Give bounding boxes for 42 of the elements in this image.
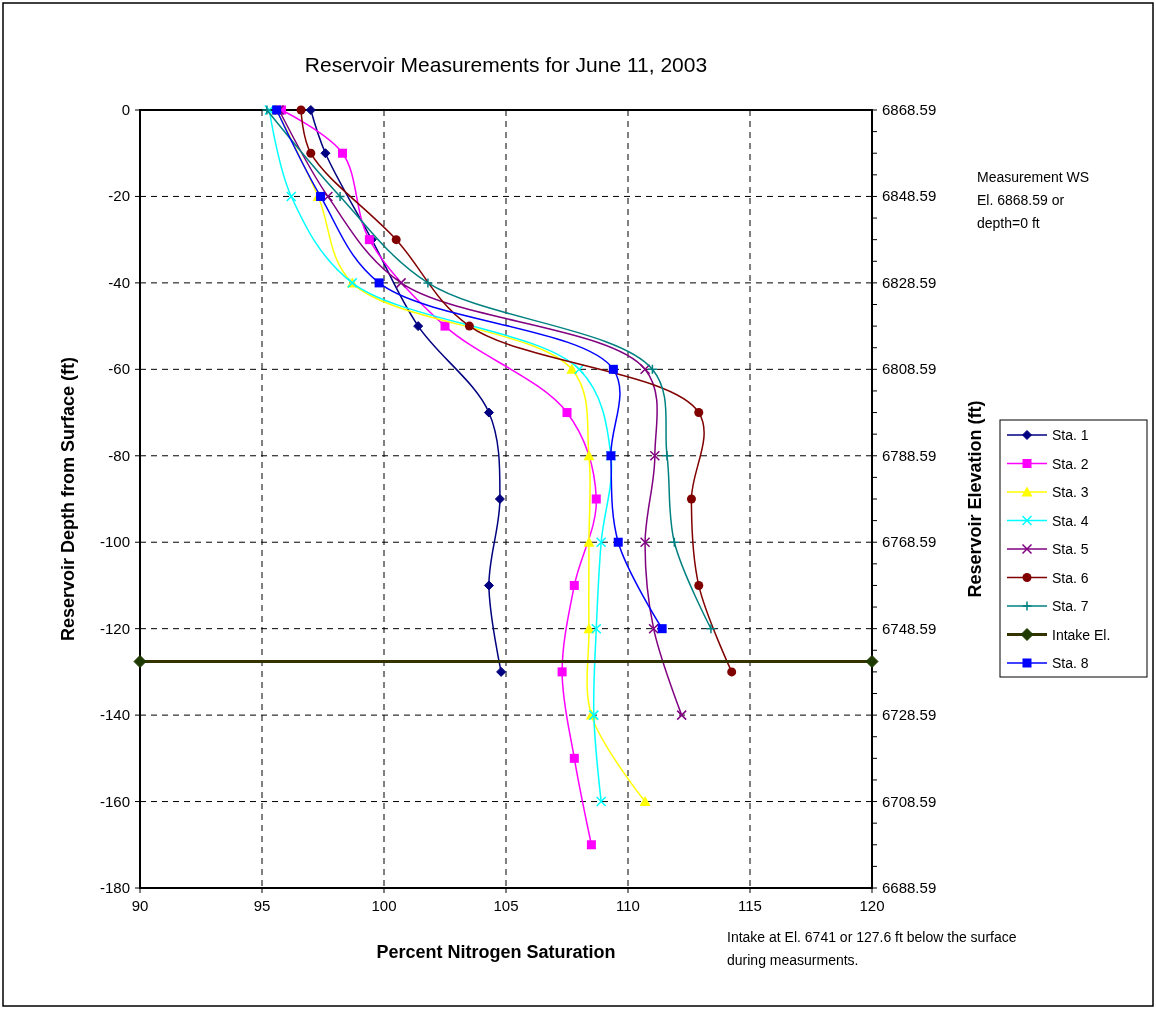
y2-tick-label: 6848.59 [882, 187, 937, 205]
legend-label: Sta. 1 [1052, 427, 1089, 443]
y-tick-label: -140 [99, 706, 130, 724]
text: Measurement WS El. 6868.59 or depth=0 ft [977, 169, 1090, 231]
x-tick-label: 120 [859, 897, 885, 914]
y2-tick-label: 6868.59 [882, 101, 937, 118]
y-tick-label: -40 [108, 273, 130, 291]
y2-tick-label: 6748.59 [882, 619, 937, 637]
y2-tick-label: 6828.59 [882, 273, 937, 291]
y2-axis-title: Reservoir Elevation (ft) [965, 400, 985, 598]
legend-label: Sta. 6 [1052, 569, 1089, 586]
y2-tick-label: 6788.59 [882, 446, 937, 464]
y2-tick-label: 6708.59 [882, 792, 937, 810]
y-tick-label: -60 [108, 360, 130, 378]
legend-label: Sta. 5 [1052, 541, 1089, 557]
y-tick-label: 0 [121, 101, 130, 118]
y2-tick-label: 6688.59 [882, 879, 937, 896]
y2-tick-label: 6728.59 [882, 706, 937, 724]
legend-label: Sta. 7 [1052, 598, 1089, 614]
x-tick-label: 105 [493, 897, 519, 914]
y-tick-label: -80 [108, 446, 130, 464]
y-tick-label: -180 [99, 879, 130, 896]
legend-label: Intake El. [1052, 626, 1111, 643]
y2-tick-label: 6808.59 [882, 360, 937, 378]
y-tick-label: -100 [99, 533, 130, 551]
x-tick-label: 95 [253, 897, 271, 914]
x-tick-label: 115 [738, 897, 762, 914]
chart-title: Reservoir Measurements for June 11, 2003 [304, 53, 708, 76]
y2-tick-label: 6768.59 [882, 533, 937, 551]
legend-label: Sta. 3 [1052, 484, 1089, 500]
x-axis-title: Percent Nitrogen Saturation [376, 942, 616, 962]
y-axis-title: Reservoir Depth from Surface (ft) [58, 356, 78, 642]
y-tick-label: -160 [99, 792, 130, 810]
x-tick-label: 100 [371, 897, 397, 914]
x-tick-label: 90 [131, 897, 149, 914]
legend-label: Sta. 4 [1052, 512, 1089, 529]
legend-label: Sta. 2 [1052, 455, 1089, 472]
x-tick-label: 110 [616, 897, 640, 914]
y-tick-label: -120 [99, 619, 130, 637]
text: Intake at El. 6741 or 127.6 ft below the surface during measurments. [727, 929, 1017, 968]
y-tick-label: -20 [108, 187, 130, 205]
legend-label: Sta. 8 [1052, 655, 1089, 671]
